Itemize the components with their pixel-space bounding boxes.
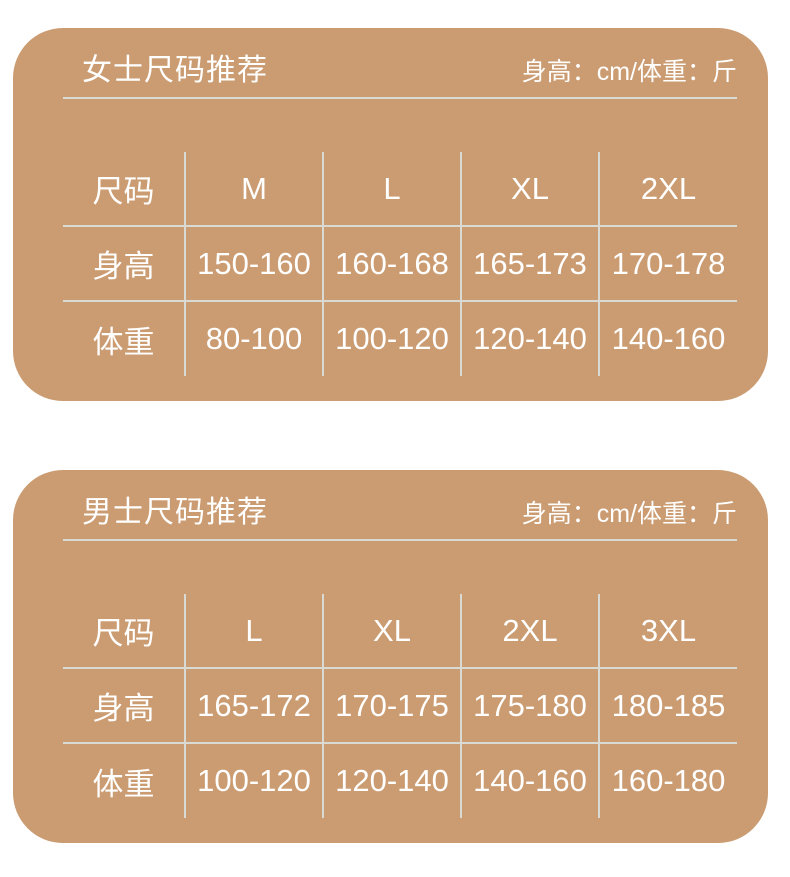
- women-size-table: 尺码 M L XL 2XL 身高 150-160 160-168 165-173…: [63, 152, 737, 376]
- value-cell: 160-180: [598, 742, 737, 818]
- value-cell: 80-100: [184, 300, 323, 376]
- row-label-cell: 体重: [63, 742, 185, 818]
- height-row: 身高 150-160 160-168 165-173 170-178: [63, 225, 737, 301]
- value-cell: 2XL: [460, 594, 599, 668]
- value-cell: 170-175: [322, 667, 461, 743]
- value-cell: 175-180: [460, 667, 599, 743]
- value-cell: 140-160: [598, 300, 737, 376]
- value-cell: 165-173: [460, 225, 599, 301]
- value-cell: L: [184, 594, 323, 668]
- row-label-cell: 尺码: [92, 174, 155, 209]
- value-cell: 180-185: [598, 667, 737, 743]
- row-label-cell: 尺码: [92, 616, 155, 651]
- size-row: 尺码 M L XL 2XL: [63, 152, 737, 226]
- weight-row: 体重 80-100 100-120 120-140 140-160: [63, 300, 737, 376]
- men-size-panel: 男士尺码推荐 身高：cm/体重：斤 尺码 L XL 2XL 3XL 身高 165…: [13, 470, 768, 843]
- panel-header: 男士尺码推荐 身高：cm/体重：斤: [63, 470, 737, 531]
- header-divider: [63, 539, 737, 541]
- size-row: 尺码 L XL 2XL 3XL: [63, 594, 737, 668]
- men-size-table: 尺码 L XL 2XL 3XL 身高 165-172 170-175 175-1…: [63, 594, 737, 818]
- value-cell: 120-140: [322, 742, 461, 818]
- value-cell: 100-120: [184, 742, 323, 818]
- value-cell: 140-160: [460, 742, 599, 818]
- panel-title: 女士尺码推荐: [82, 54, 268, 87]
- value-cell: L: [322, 152, 461, 226]
- row-label-cell: 身高: [63, 667, 185, 743]
- value-cell: XL: [460, 152, 599, 226]
- header-divider: [63, 97, 737, 99]
- unit-label: 身高：cm/体重：斤: [521, 58, 737, 86]
- value-cell: M: [184, 152, 323, 226]
- panel-title: 男士尺码推荐: [82, 496, 268, 529]
- value-cell: XL: [322, 594, 461, 668]
- value-cell: 170-178: [598, 225, 737, 301]
- weight-row: 体重 100-120 120-140 140-160 160-180: [63, 742, 737, 818]
- value-cell: 3XL: [598, 594, 737, 668]
- height-row: 身高 165-172 170-175 175-180 180-185: [63, 667, 737, 743]
- row-label-cell: 体重: [63, 300, 185, 376]
- value-cell: 120-140: [460, 300, 599, 376]
- panel-header: 女士尺码推荐 身高：cm/体重：斤: [63, 28, 737, 89]
- value-cell: 150-160: [184, 225, 323, 301]
- value-cell: 165-172: [184, 667, 323, 743]
- value-cell: 160-168: [322, 225, 461, 301]
- row-label-cell: 身高: [63, 225, 185, 301]
- value-cell: 2XL: [598, 152, 737, 226]
- value-cell: 100-120: [322, 300, 461, 376]
- women-size-panel: 女士尺码推荐 身高：cm/体重：斤 尺码 M L XL 2XL 身高 150-1…: [13, 28, 768, 401]
- unit-label: 身高：cm/体重：斤: [521, 500, 737, 528]
